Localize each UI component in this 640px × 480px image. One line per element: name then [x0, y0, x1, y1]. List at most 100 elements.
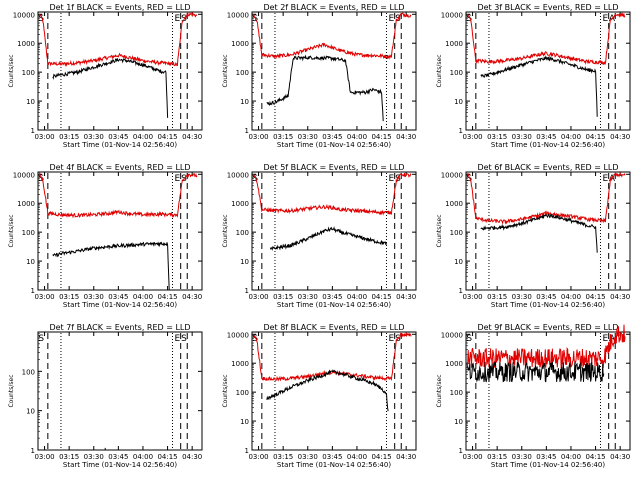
y-tick-label: 1000 [17, 40, 35, 48]
x-tick-label: 03:45 [536, 453, 556, 461]
x-axis-label: Start Time (01-Nov-14 02:56:40) [63, 461, 177, 469]
x-axis-label: Start Time (01-Nov-14 02:56:40) [277, 461, 391, 469]
x-axis-label: Start Time (01-Nov-14 02:56:40) [491, 301, 605, 309]
x-tick-label: 04:15 [585, 293, 605, 301]
y-axis-label: Counts/sec [222, 374, 229, 407]
y-tick-label: 10 [240, 98, 249, 106]
x-tick-label: 03:30 [84, 453, 104, 461]
x-axis-label: Start Time (01-Nov-14 02:56:40) [491, 461, 605, 469]
x-tick-label: 03:30 [512, 293, 532, 301]
plot-frame [465, 11, 631, 131]
detector-panel: Det 7f BLACK = Events, RED = LLD 1 10 100 03… [8, 323, 203, 469]
y-tick-label: 100 [450, 229, 463, 237]
panel-title: Det 8f BLACK = Events, RED = LLD [263, 323, 404, 332]
x-tick-label: 03:45 [322, 453, 342, 461]
y-tick-label: 1000 [445, 360, 463, 368]
x-tick-label: 03:30 [298, 453, 318, 461]
y-tick-label: 10000 [227, 171, 249, 179]
x-tick-label: 04:30 [610, 133, 630, 141]
y-axis-label: Counts/sec [222, 54, 229, 87]
x-tick-label: 03:00 [462, 453, 482, 461]
plot-frame [251, 171, 417, 291]
y-tick-label: 1000 [231, 360, 249, 368]
events-series-line [52, 241, 170, 291]
y-tick-label: 10 [26, 98, 35, 106]
y-tick-label: 10 [26, 258, 35, 266]
x-tick-label: 04:15 [157, 133, 177, 141]
plot-frame [37, 331, 203, 451]
x-tick-label: 03:15 [273, 453, 293, 461]
lld-series-line [467, 12, 626, 66]
panel-title: Det 2f BLACK = Events, RED = LLD [263, 3, 404, 12]
x-tick-label: 04:15 [371, 133, 391, 141]
y-tick-label: 100 [450, 389, 463, 397]
event-marker-label: E [175, 174, 181, 184]
event-marker-label: E [389, 174, 395, 184]
detector-panel: Det 1f BLACK = Events, RED = LLD 1 10 100 10… [8, 3, 203, 149]
event-marker-label: S [181, 334, 187, 344]
y-tick-label: 100 [450, 69, 463, 77]
x-tick-label: 03:45 [108, 133, 128, 141]
x-tick-label: 04:15 [585, 133, 605, 141]
plot-frame [37, 11, 203, 131]
y-tick-label: 1000 [445, 40, 463, 48]
x-tick-label: 03:00 [462, 133, 482, 141]
x-tick-label: 04:30 [610, 453, 630, 461]
event-marker-label: S [38, 334, 44, 344]
event-marker-label: S [466, 14, 472, 24]
x-tick-label: 04:00 [561, 453, 581, 461]
y-tick-label: 1 [459, 287, 463, 295]
y-tick-label: 1 [245, 447, 249, 455]
y-axis-label: Counts/sec [8, 54, 15, 87]
events-series-line [266, 54, 384, 122]
event-marker-label: E [603, 174, 609, 184]
x-tick-label: 03:15 [273, 133, 293, 141]
plot-frame [465, 331, 631, 451]
x-tick-label: 04:30 [396, 453, 416, 461]
panel-title: Det 4f BLACK = Events, RED = LLD [49, 163, 190, 172]
detector-panel: Det 6f BLACK = Events, RED = LLD 1 10 100 10… [436, 163, 631, 309]
event-marker-label: A [609, 174, 616, 184]
events-series-line [52, 58, 169, 118]
x-tick-label: 03:30 [298, 293, 318, 301]
event-marker-label: E [175, 334, 181, 344]
event-marker-label: E [603, 14, 609, 24]
x-tick-label: 04:00 [133, 453, 153, 461]
panel-title: Det 6f BLACK = Events, RED = LLD [477, 163, 618, 172]
x-tick-label: 03:30 [512, 453, 532, 461]
x-axis-label: Start Time (01-Nov-14 02:56:40) [277, 141, 391, 149]
y-tick-label: 100 [22, 69, 35, 77]
y-tick-label: 10 [454, 418, 463, 426]
x-tick-label: 04:15 [157, 293, 177, 301]
y-tick-label: 10000 [441, 11, 463, 19]
detector-panel: Det 2f BLACK = Events, RED = LLD 1 10 100 10… [222, 3, 417, 149]
x-tick-label: 03:45 [108, 293, 128, 301]
events-series-line [266, 369, 389, 412]
event-marker-label: S [466, 334, 472, 344]
x-tick-label: 03:15 [487, 453, 507, 461]
x-tick-label: 03:00 [34, 453, 54, 461]
detector-panel: Det 3f BLACK = Events, RED = LLD 1 10 100 10… [436, 3, 631, 149]
x-tick-label: 04:15 [371, 453, 391, 461]
y-tick-label: 10 [454, 258, 463, 266]
detector-panel: Det 4f BLACK = Events, RED = LLD 1 10 100 10… [8, 163, 203, 309]
lld-series-line [39, 172, 198, 219]
x-tick-label: 04:15 [585, 453, 605, 461]
event-marker-label: E [389, 14, 395, 24]
event-marker-label: E [603, 334, 609, 344]
y-tick-label: 100 [236, 69, 249, 77]
panel-title: Det 7f BLACK = Events, RED = LLD [49, 323, 190, 332]
x-tick-label: 04:00 [133, 293, 153, 301]
x-tick-label: 04:00 [561, 133, 581, 141]
x-tick-label: 03:00 [34, 133, 54, 141]
x-tick-label: 04:30 [396, 133, 416, 141]
y-axis-label: Counts/sec [436, 54, 443, 87]
y-tick-label: 1000 [17, 200, 35, 208]
lld-series-line [467, 171, 626, 225]
event-marker-label: S [466, 174, 472, 184]
y-tick-label: 10000 [227, 11, 249, 19]
x-axis-label: Start Time (01-Nov-14 02:56:40) [277, 301, 391, 309]
plot-frame [251, 331, 417, 451]
x-tick-label: 04:00 [347, 453, 367, 461]
